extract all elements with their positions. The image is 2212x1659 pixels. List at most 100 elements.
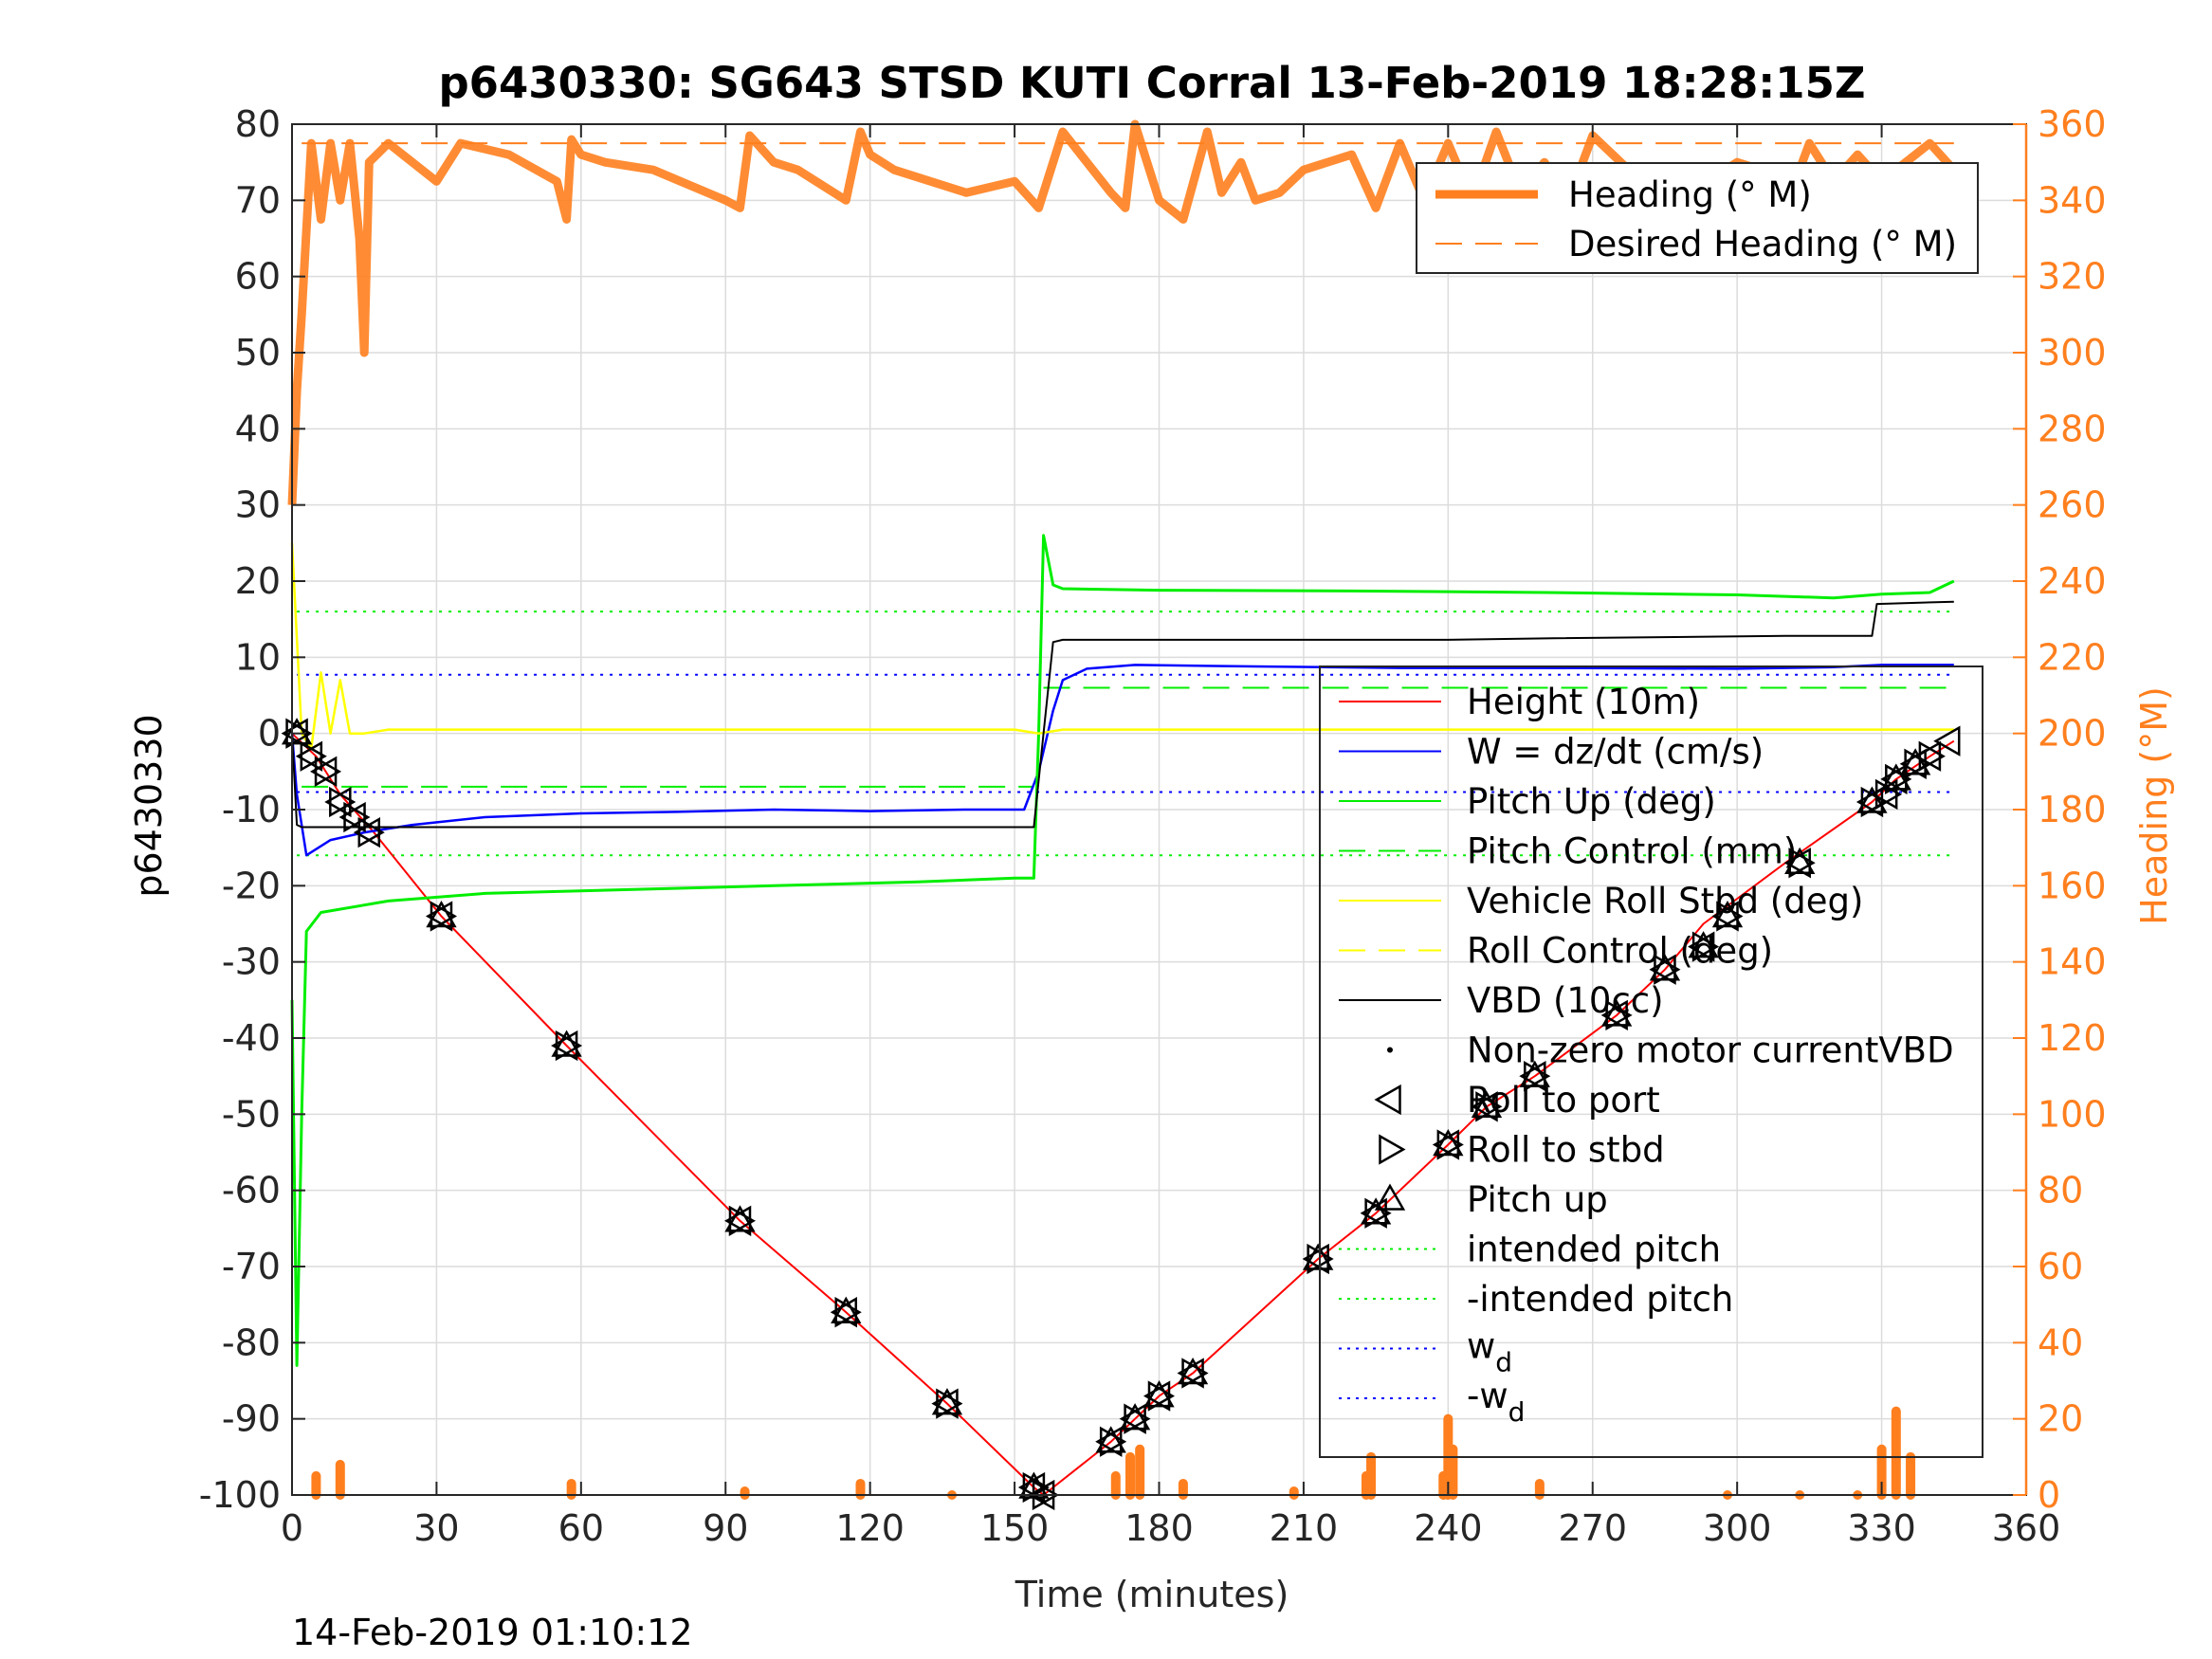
y-left-tick-label: 0 — [258, 713, 281, 755]
marker-pitch-up — [1360, 1197, 1392, 1225]
marker-pitch-up — [281, 718, 313, 745]
y-right-tick-label: 40 — [2038, 1322, 2083, 1363]
y-left-tick-label: 80 — [235, 103, 281, 145]
marker-roll-to-stbd — [1788, 848, 1816, 879]
x-tick-label: 240 — [1414, 1507, 1483, 1549]
legend-swatch — [1379, 1134, 1406, 1165]
marker-roll-to-stbd — [1181, 1358, 1209, 1389]
x-tick-label: 60 — [558, 1507, 604, 1549]
y-right-tick-label: 80 — [2038, 1170, 2083, 1212]
marker-roll-to-stbd — [1524, 1061, 1551, 1092]
y-right-tick-label: 280 — [2038, 408, 2107, 449]
marker-roll-to-port — [425, 901, 453, 932]
y-left-tick-label: -90 — [222, 1398, 281, 1440]
marker-roll-to-stbd — [1605, 999, 1633, 1031]
marker-roll-to-port — [1432, 1129, 1460, 1160]
marker-roll-to-port — [295, 740, 323, 772]
legend-swatch — [1374, 1084, 1401, 1116]
y-left-tick-label: -20 — [222, 865, 281, 906]
marker-roll-to-stbd — [430, 901, 458, 932]
legend-main-box — [1319, 665, 1983, 1458]
y-right-tick-label: 220 — [2038, 636, 2107, 678]
y-right-tick-label: 120 — [2038, 1017, 2107, 1059]
marker-roll-to-port — [1600, 999, 1628, 1031]
marker-roll-to-stbd — [936, 1388, 963, 1419]
y-left-tick-label: 70 — [235, 179, 281, 221]
marker-roll-to-port — [1783, 848, 1811, 879]
marker-pitch-up — [1711, 900, 1744, 928]
marker-roll-to-port — [1302, 1243, 1329, 1275]
y-right-tick-label: 300 — [2038, 332, 2107, 374]
marker-roll-to-stbd — [834, 1297, 862, 1328]
y-right-tick-label: 160 — [2038, 865, 2107, 906]
y-right-tick-label: 140 — [2038, 941, 2107, 983]
legend-heading-label: Desired Heading (° M) — [1568, 224, 1957, 264]
y-right-tick-label: 240 — [2038, 560, 2107, 602]
marker-pitch-up — [1649, 954, 1681, 981]
marker-roll-to-port — [353, 816, 381, 848]
y-right-tick-label: 180 — [2038, 789, 2107, 830]
x-tick-label: 30 — [413, 1507, 459, 1549]
marker-roll-to-port — [931, 1388, 959, 1419]
marker-pitch-up — [426, 900, 457, 928]
y-right-tick-label: 200 — [2038, 713, 2107, 755]
chart-title: p6430330: SG643 STSD KUTI Corral 13-Feb-… — [438, 58, 1865, 108]
axes: 0 30 60 90 120 150 180 210 240 270 300 330 360807060… — [199, 103, 2107, 1549]
legend-heading: Heading (° M) Desired Heading (° M) — [1416, 162, 1979, 274]
y-left-tick-label: 10 — [235, 636, 281, 678]
y-axis-left-label: p6430330 — [128, 714, 170, 897]
x-axis-label: Time (minutes) — [1015, 1574, 1289, 1615]
marker-roll-to-port — [723, 1205, 752, 1236]
marker-roll-to-stbd — [314, 756, 342, 787]
marker-roll-to-stbd — [1691, 931, 1720, 962]
legend-swatch — [1374, 1183, 1406, 1211]
y-left-tick-label: 30 — [235, 484, 281, 526]
x-tick-label: 180 — [1124, 1507, 1194, 1549]
marker-roll-to-stbd — [1124, 1403, 1151, 1434]
marker-roll-to-port — [281, 718, 308, 749]
legend-main-label: Pitch Control (mm) — [1467, 831, 1797, 872]
x-tick-label: 270 — [1558, 1507, 1627, 1549]
marker-pitch-up — [1899, 748, 1931, 775]
y-left-tick-label: -40 — [222, 1017, 281, 1059]
marker-pitch-up — [1095, 1426, 1126, 1453]
x-tick-label: 0 — [281, 1507, 303, 1549]
marker-pitch-up — [831, 1296, 862, 1323]
marker-roll-to-port — [830, 1297, 858, 1328]
marker-pitch-up — [1688, 931, 1719, 958]
marker-roll-to-port — [1880, 763, 1908, 795]
legend-main-label: W = dz/dt (cm/s) — [1467, 732, 1764, 773]
marker-roll-to-stbd — [1099, 1426, 1127, 1457]
y-right-tick-label: 0 — [2038, 1474, 2060, 1516]
legend-main-label: Roll Control (deg) — [1467, 931, 1773, 972]
marker-roll-to-stbd — [1147, 1380, 1176, 1412]
marker-pitch-up — [1880, 763, 1911, 791]
y-left-tick-label: 20 — [235, 560, 281, 602]
marker-pitch-up — [1143, 1380, 1175, 1408]
marker-roll-to-stbd — [1716, 901, 1744, 932]
marker-pitch-up — [724, 1205, 756, 1232]
reference-lines — [297, 142, 1954, 857]
y-left-tick-label: -10 — [222, 789, 281, 830]
legend-main-label: Pitch up — [1467, 1179, 1608, 1220]
y-left-tick-label: 60 — [235, 256, 281, 298]
marker-roll-to-stbd — [357, 816, 385, 848]
y-left-tick-label: -50 — [222, 1093, 281, 1135]
legend-heading-box — [1416, 162, 1979, 274]
y-left-tick-label: -60 — [222, 1170, 281, 1212]
marker-roll-to-stbd — [300, 740, 327, 772]
legend-main-label: Height (10m) — [1467, 682, 1700, 722]
marker-pitch-up — [1600, 999, 1633, 1027]
y-right-tick-label: 60 — [2038, 1246, 2083, 1287]
y-left-tick-label: -70 — [222, 1246, 281, 1287]
marker-pitch-up — [1519, 1060, 1550, 1087]
marker-roll-to-stbd — [1860, 786, 1888, 818]
marker-roll-to-port — [1177, 1358, 1204, 1389]
marker-roll-to-stbd — [1654, 954, 1681, 985]
marker-roll-to-stbd — [1885, 763, 1912, 795]
y-axis-right-label: Heading (°M) — [2133, 686, 2175, 925]
y-right-tick-label: 360 — [2038, 103, 2107, 145]
y-right-tick-label: 320 — [2038, 256, 2107, 298]
marker-pitch-up — [1119, 1403, 1151, 1431]
